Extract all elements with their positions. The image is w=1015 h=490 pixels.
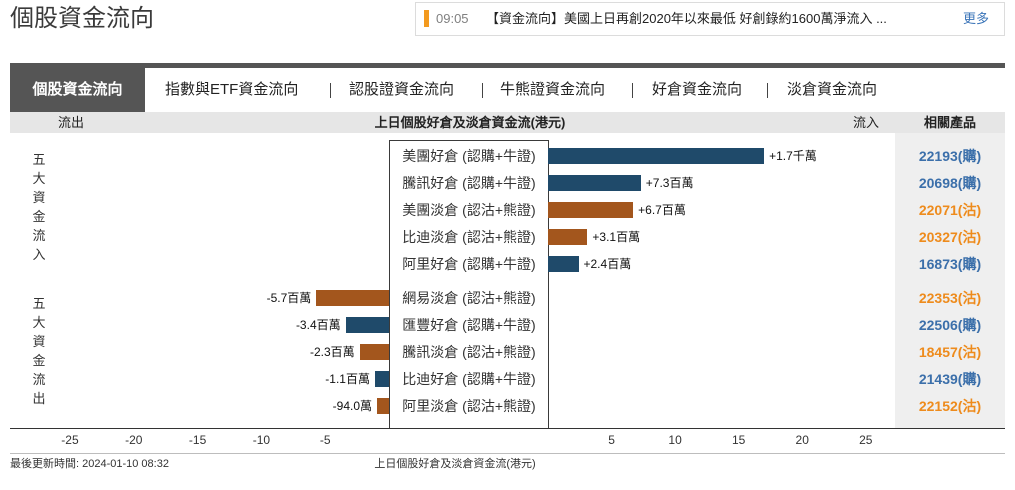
news-accent-bar (424, 10, 429, 27)
bar-value-label: +6.7百萬 (638, 203, 686, 217)
x-axis-line (10, 428, 1005, 429)
x-tick-label: 5 (608, 433, 615, 447)
tab-separator (632, 83, 633, 98)
related-product-link[interactable]: 22152(沽) (918, 398, 982, 414)
news-headline-link[interactable]: 【資金流向】美國上日再創2020年以來最低 好創錄約1600萬淨流入 ... (486, 11, 887, 26)
related-product-link[interactable]: 22506(購) (918, 317, 982, 333)
outflow-header: 流出 (57, 115, 84, 130)
inflow-bar (548, 256, 579, 272)
footer-divider (10, 453, 1005, 454)
related-product-link[interactable]: 16873(購) (918, 256, 982, 272)
chart-title: 上日個股好倉及淡倉資金流(港元) (374, 115, 566, 130)
group-label-inflow: 五大資金流入 (32, 152, 46, 262)
bar-value-label: -1.1百萬 (325, 372, 370, 386)
fund-flow-chart: 五大資金流入 五大資金流出 +1.7千萬 美團好倉 (認購+牛證) 22193(購)… (10, 133, 1005, 453)
inflow-header: 流入 (852, 115, 879, 130)
tab-cbbc-fund-flow[interactable]: 牛熊證資金流向 (500, 81, 606, 98)
x-tick-label: 25 (859, 433, 873, 447)
related-product-link[interactable]: 20698(購) (918, 175, 982, 191)
x-tick-label: 10 (668, 433, 682, 447)
related-products-header: 相關產品 (923, 115, 976, 130)
category-label: 阿里淡倉 (認沽+熊證) (402, 398, 536, 414)
inflow-bar (548, 148, 765, 164)
related-product-link[interactable]: 22193(購) (918, 148, 982, 164)
outflow-bar (374, 371, 389, 387)
x-tick-label: -5 (319, 433, 331, 447)
related-product-link[interactable]: 22353(沽) (918, 290, 982, 306)
category-label: 騰訊好倉 (認購+牛證) (402, 175, 536, 191)
bar-value-label: +2.4百萬 (583, 257, 632, 271)
outflow-bar (377, 398, 389, 414)
related-product-link[interactable]: 20327(沽) (918, 229, 982, 245)
group-label-outflow: 五大資金流出 (32, 296, 46, 406)
category-label: 美團好倉 (認購+牛證) (402, 148, 536, 164)
bar-value-label: +3.1百萬 (592, 230, 641, 244)
last-updated-text: 最後更新時間: 2024-01-10 08:32 (10, 458, 169, 470)
inflow-bar (548, 229, 588, 245)
tab-separator (482, 83, 483, 98)
tab-index-etf-fund-flow[interactable]: 指數與ETF資金流向 (165, 81, 299, 98)
outflow-bar (345, 317, 389, 333)
category-label-box (389, 140, 549, 428)
tab-separator (330, 83, 331, 98)
bar-value-label: +7.3百萬 (645, 176, 694, 190)
tab-bar-top-border (10, 63, 1005, 68)
inflow-bar (548, 202, 634, 218)
related-product-link[interactable]: 22071(沽) (918, 202, 982, 218)
page-title: 個股資金流向 (10, 5, 154, 32)
x-axis-title: 上日個股好倉及淡倉資金流(港元) (374, 458, 536, 470)
tab-separator (767, 83, 768, 98)
x-tick-label: -10 (252, 433, 271, 447)
bar-value-label: -2.3百萬 (309, 345, 355, 359)
x-tick-label: -20 (125, 433, 143, 447)
category-label: 阿里好倉 (認購+牛證) (402, 256, 536, 272)
bar-value-label: -94.0萬 (332, 399, 373, 413)
bar-value-label: -3.4百萬 (295, 318, 341, 332)
x-tick-label: -25 (61, 433, 79, 447)
chart-header-row: 流出 上日個股好倉及淡倉資金流(港元) 流入 相關產品 (10, 112, 1005, 133)
related-product-link[interactable]: 21439(購) (918, 371, 982, 387)
tab-short-position-fund-flow[interactable]: 淡倉資金流向 (787, 81, 878, 98)
tab-stock-fund-flow[interactable]: 個股資金流向 (10, 68, 145, 112)
category-label: 比迪淡倉 (認沽+熊證) (402, 229, 536, 245)
news-time: 09:05 (436, 11, 469, 26)
tab-bar: 個股資金流向 指數與ETF資金流向 認股證資金流向 牛熊證資金流向 好倉資金流向… (0, 68, 1015, 112)
category-label: 騰訊淡倉 (認沽+熊證) (402, 344, 536, 360)
related-products-column (895, 133, 1005, 428)
news-ticker: 09:05 【資金流向】美國上日再創2020年以來最低 好創錄約1600萬淨流入… (415, 2, 1005, 36)
tab-long-position-fund-flow[interactable]: 好倉資金流向 (652, 81, 743, 98)
news-more-link[interactable]: 更多 (963, 11, 990, 26)
related-product-link[interactable]: 18457(沽) (918, 344, 982, 360)
bar-value-label: +1.7千萬 (769, 149, 817, 163)
outflow-bar (359, 344, 389, 360)
bar-value-label: -5.7百萬 (266, 291, 312, 305)
inflow-bar (548, 175, 641, 191)
outflow-bar (316, 290, 389, 306)
tab-warrant-fund-flow[interactable]: 認股證資金流向 (349, 81, 455, 98)
category-label: 匯豐好倉 (認購+牛證) (402, 317, 536, 333)
category-label: 比迪好倉 (認購+牛證) (402, 371, 536, 387)
category-label: 網易淡倉 (認沽+熊證) (402, 290, 536, 306)
x-tick-label: 20 (795, 433, 809, 447)
x-tick-label: -15 (188, 433, 207, 447)
category-label: 美團淡倉 (認沽+熊證) (402, 202, 536, 218)
x-tick-label: 15 (731, 433, 746, 447)
